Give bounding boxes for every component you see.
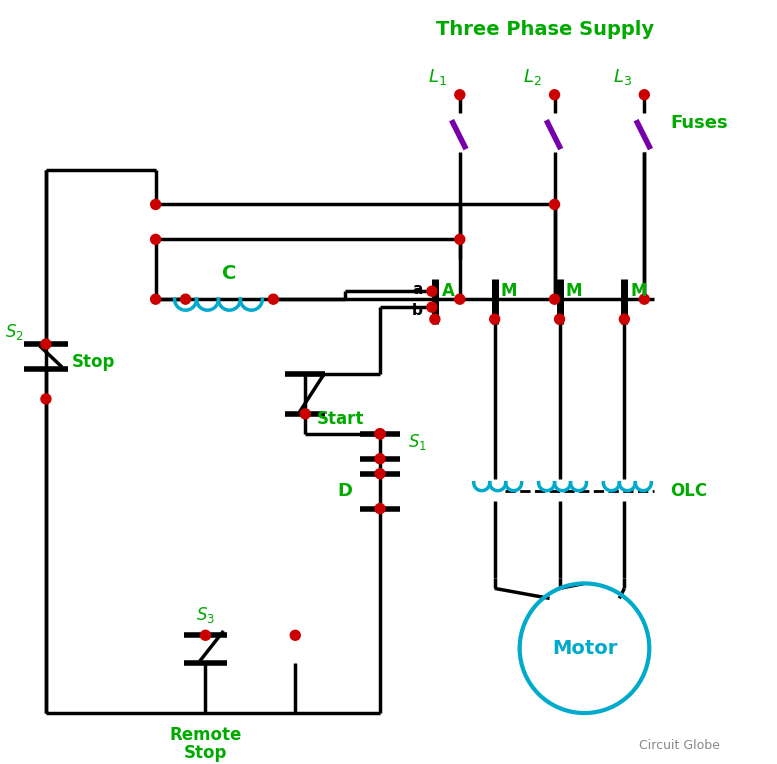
Text: M: M [630, 282, 646, 300]
Circle shape [549, 199, 559, 209]
Circle shape [427, 303, 437, 312]
Text: M: M [565, 282, 582, 300]
Text: a: a [413, 282, 423, 296]
Text: A: A [442, 282, 455, 300]
Circle shape [619, 314, 629, 324]
Circle shape [375, 503, 385, 513]
Circle shape [200, 630, 211, 640]
Circle shape [639, 89, 650, 100]
Circle shape [151, 235, 161, 244]
Circle shape [430, 314, 440, 324]
Text: $S_3$: $S_3$ [196, 605, 215, 625]
Circle shape [375, 454, 385, 464]
Circle shape [549, 294, 559, 304]
Circle shape [41, 394, 51, 404]
Circle shape [375, 469, 385, 479]
Circle shape [455, 89, 465, 100]
Circle shape [549, 89, 559, 100]
Text: M: M [500, 282, 517, 300]
Circle shape [375, 429, 385, 439]
Text: Circuit Globe: Circuit Globe [639, 740, 720, 753]
Circle shape [455, 294, 465, 304]
Circle shape [375, 429, 385, 439]
Circle shape [151, 294, 161, 304]
Circle shape [151, 199, 161, 209]
Circle shape [300, 409, 310, 419]
Text: Three Phase Supply: Three Phase Supply [436, 21, 653, 40]
Text: D: D [337, 482, 352, 500]
Circle shape [268, 294, 278, 304]
Circle shape [455, 235, 465, 244]
Circle shape [180, 294, 190, 304]
Circle shape [291, 630, 300, 640]
Text: $S_1$: $S_1$ [408, 432, 427, 452]
Text: Motor: Motor [552, 639, 617, 658]
Circle shape [639, 294, 650, 304]
Text: $L_1$: $L_1$ [428, 66, 448, 87]
Text: $L_3$: $L_3$ [613, 66, 632, 87]
Circle shape [427, 286, 437, 296]
Text: Stop: Stop [72, 353, 116, 371]
Text: OLC: OLC [671, 481, 708, 500]
Text: b: b [412, 303, 423, 318]
Text: Fuses: Fuses [671, 114, 728, 131]
Text: $L_2$: $L_2$ [523, 66, 542, 87]
Circle shape [490, 314, 500, 324]
Text: Remote: Remote [169, 726, 242, 744]
Circle shape [41, 339, 51, 349]
Text: C: C [222, 264, 237, 283]
Circle shape [555, 314, 565, 324]
Text: Stop: Stop [184, 744, 227, 762]
Text: $S_2$: $S_2$ [5, 322, 23, 342]
Text: Start: Start [316, 410, 364, 428]
